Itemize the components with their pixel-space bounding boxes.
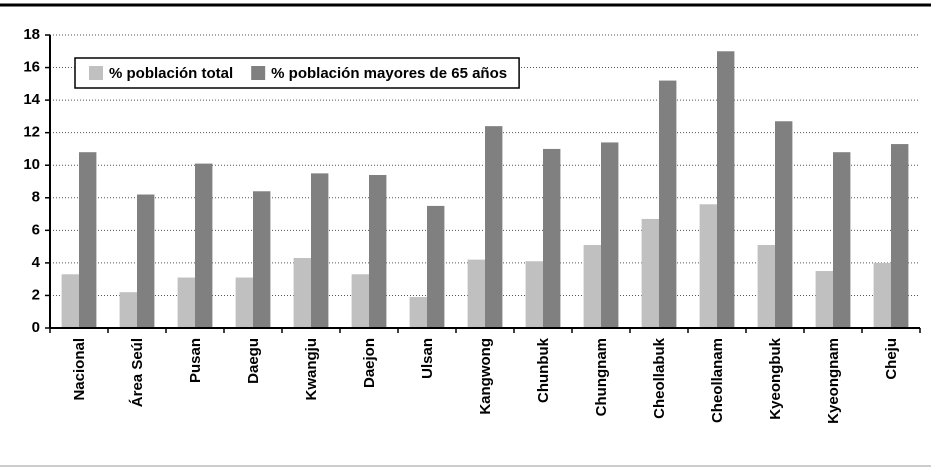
y-tick-label: 4	[32, 254, 41, 271]
x-tick-label: Daejon	[361, 338, 378, 388]
x-tick-label: Chunbuk	[535, 337, 552, 403]
x-tick-label: Cheollanam	[709, 338, 726, 423]
legend-swatch	[89, 66, 103, 80]
x-tick-label: Cheju	[883, 338, 900, 380]
bar	[351, 274, 369, 328]
legend-box	[74, 57, 520, 89]
y-tick-label: 8	[32, 189, 40, 206]
x-tick-label: Ulsan	[419, 338, 436, 379]
bar	[427, 205, 445, 328]
y-tick-label: 12	[23, 124, 40, 141]
bar	[543, 148, 561, 328]
x-tick-label: Nacional	[71, 338, 88, 401]
bar	[659, 80, 677, 328]
legend-swatch	[251, 66, 266, 80]
bar	[195, 163, 213, 328]
x-tick-label: Kyeongbuk	[767, 337, 784, 419]
bar	[833, 152, 851, 328]
x-tick-label: Área Seúl	[129, 338, 146, 407]
x-tick-label: Chungnam	[593, 338, 610, 416]
x-tick-label: Kwangju	[303, 338, 320, 401]
bar	[641, 218, 659, 328]
bar	[873, 262, 891, 328]
bar	[757, 244, 775, 328]
y-tick-label: 0	[32, 319, 40, 336]
bar	[235, 277, 253, 328]
y-tick-label: 10	[23, 156, 40, 173]
bar	[467, 259, 485, 328]
bar	[601, 142, 619, 328]
bar	[815, 271, 833, 328]
bar	[177, 277, 195, 328]
x-tick-label: Kangwong	[477, 338, 494, 415]
bar	[79, 152, 97, 328]
bar	[699, 204, 717, 328]
bar	[409, 297, 427, 328]
y-tick-label: 2	[32, 286, 40, 303]
bar	[717, 51, 735, 329]
x-tick-label: Cheollabuk	[651, 337, 668, 419]
y-tick-label: 16	[23, 59, 40, 76]
legend-label: % población mayores de 65 años	[271, 65, 507, 82]
y-tick-label: 6	[32, 221, 40, 238]
bar	[293, 258, 311, 328]
x-tick-label: Daegu	[245, 338, 262, 384]
x-tick-label: Pusan	[187, 338, 204, 383]
bar	[525, 261, 543, 328]
legend-label: % población total	[109, 65, 233, 82]
bar	[583, 244, 601, 328]
bar	[775, 121, 793, 329]
bar	[891, 144, 909, 328]
bar	[369, 174, 387, 328]
bar	[137, 194, 155, 328]
bar	[485, 126, 503, 329]
bar	[311, 173, 329, 328]
y-tick-label: 18	[23, 26, 40, 43]
bar	[61, 274, 79, 328]
y-tick-label: 14	[23, 91, 40, 108]
x-tick-label: Kyeongnam	[825, 338, 842, 424]
bar	[119, 292, 137, 328]
bar	[253, 191, 271, 328]
